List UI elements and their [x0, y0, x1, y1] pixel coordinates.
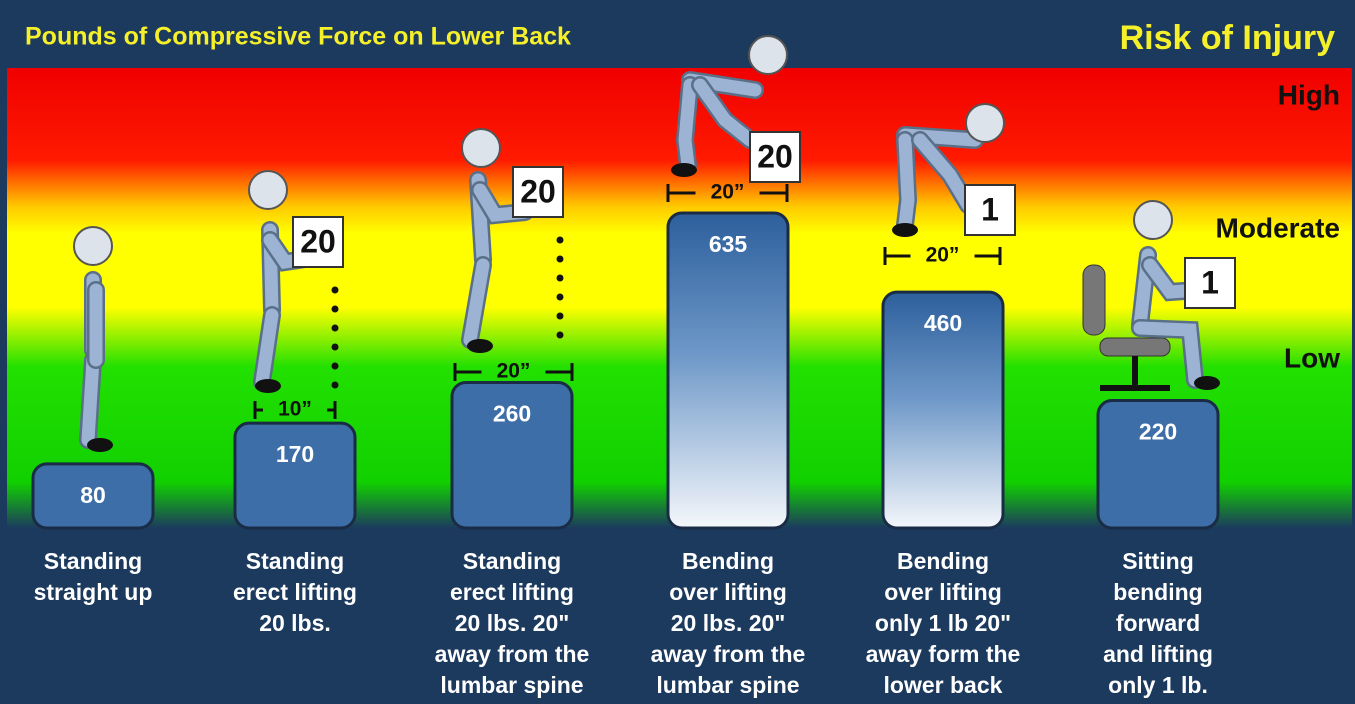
bar: [235, 423, 355, 528]
dot: [557, 313, 564, 320]
figure-foot: [87, 438, 113, 452]
load-label: 20: [300, 223, 336, 259]
figure-foot: [467, 339, 493, 353]
value-label: 80: [80, 482, 106, 508]
risk-level: Low: [1284, 342, 1340, 373]
figure-head: [966, 104, 1004, 142]
dot: [332, 344, 339, 351]
chart: Pounds of Compressive Force on Lower Bac…: [0, 0, 1355, 704]
figure-head: [1134, 201, 1172, 239]
risk-level: Moderate: [1216, 212, 1340, 243]
dot: [332, 306, 339, 313]
dot: [557, 275, 564, 282]
figure-head: [462, 129, 500, 167]
load-label: 1: [1201, 264, 1219, 300]
figure-foot: [1194, 376, 1220, 390]
figure-foot: [255, 379, 281, 393]
load-label: 20: [757, 138, 793, 174]
value-label: 220: [1139, 419, 1177, 445]
figure-limb: [905, 140, 908, 225]
figure-limb: [685, 85, 690, 165]
load-label: 1: [981, 191, 999, 227]
distance-label: 10”: [278, 398, 312, 421]
risk-title: Risk of Injury: [1120, 19, 1335, 57]
figure-foot: [892, 223, 918, 237]
risk-level: High: [1278, 79, 1340, 110]
figure-head: [74, 227, 112, 265]
distance-label: 20”: [926, 244, 960, 267]
dot: [332, 382, 339, 389]
dot: [557, 294, 564, 301]
bar: [668, 213, 788, 528]
dot: [557, 332, 564, 339]
load-label: 20: [520, 173, 556, 209]
figure-limb: [88, 360, 93, 440]
value-label: 635: [709, 231, 748, 257]
dot: [557, 237, 564, 244]
chair-seat: [1100, 338, 1170, 356]
chair-back: [1083, 265, 1105, 335]
dot: [332, 325, 339, 332]
figure-foot: [671, 163, 697, 177]
chart-title: Pounds of Compressive Force on Lower Bac…: [25, 23, 571, 51]
dot: [557, 256, 564, 263]
value-label: 460: [924, 310, 962, 336]
figure-head: [749, 36, 787, 74]
distance-label: 20”: [497, 360, 531, 383]
value-label: 260: [493, 401, 531, 427]
dot: [332, 287, 339, 294]
figure-head: [249, 171, 287, 209]
dot: [332, 363, 339, 370]
value-label: 170: [276, 441, 314, 467]
distance-label: 20”: [711, 181, 745, 204]
